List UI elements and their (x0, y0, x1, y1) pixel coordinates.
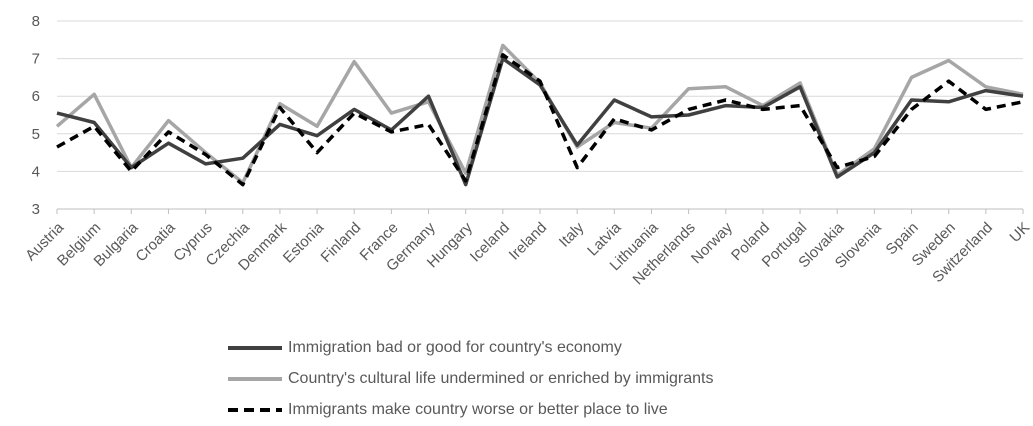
legend-swatch-culture (228, 376, 282, 381)
series-lines (55, 43, 1024, 187)
y-tick-label: 6 (32, 88, 40, 105)
x-tick-label: Finland (318, 219, 365, 266)
legend-label-culture: Country's cultural life undermined or en… (288, 369, 714, 387)
x-tick-label: Iceland (467, 219, 513, 265)
legend-item-economy: Immigration bad or good for country's ec… (228, 332, 713, 363)
legend-item-place-to-live: Immigrants make country worse or better … (228, 394, 713, 425)
legend-label-place-to-live: Immigrants make country worse or better … (288, 400, 668, 418)
y-axis-ticks: 3 4 5 6 7 8 (32, 13, 40, 218)
x-axis (56, 208, 1024, 214)
x-tick-label: UK (1006, 219, 1033, 246)
legend-swatch-economy (228, 345, 282, 350)
series-line-2 (56, 53, 1024, 187)
legend-swatch-place-to-live (228, 407, 282, 412)
series-line-0 (56, 56, 1024, 187)
y-tick-label: 4 (32, 163, 40, 180)
x-tick-label: Estonia (280, 219, 328, 267)
legend-item-culture: Country's cultural life undermined or en… (228, 363, 713, 394)
gridlines (57, 20, 1023, 172)
y-tick-label: 3 (32, 201, 40, 218)
x-axis-ticks: AustriaBelgiumBulgariaCroatiaCyprusCzech… (22, 219, 1033, 289)
x-tick-label: Norway (688, 219, 736, 267)
y-tick-label: 8 (32, 13, 40, 30)
x-tick-label: Ireland (506, 219, 550, 263)
x-tick-label: Croatia (132, 219, 179, 266)
legend: Immigration bad or good for country's ec… (228, 332, 713, 425)
y-tick-label: 5 (32, 126, 40, 143)
legend-label-economy: Immigration bad or good for country's ec… (288, 338, 622, 356)
y-tick-label: 7 (32, 51, 40, 68)
x-tick-label: Italy (556, 219, 588, 251)
line-chart: 3 4 5 6 7 8 AustriaBelgiumBulgariaCroatiaCypr… (22, 13, 1033, 289)
